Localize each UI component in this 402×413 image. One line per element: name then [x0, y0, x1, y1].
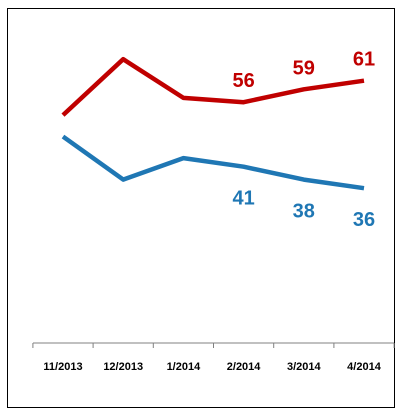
data-label: 59: [293, 57, 315, 79]
data-label: 38: [293, 201, 315, 223]
x-tick-label: 4/2014: [347, 361, 382, 373]
series-line-2: [61, 134, 365, 191]
x-tick-label: 1/2014: [167, 361, 202, 373]
series-line-1: [61, 56, 365, 117]
x-tick-label: 12/2013: [103, 361, 143, 373]
data-label: 41: [232, 188, 254, 210]
data-label: 36: [353, 209, 375, 231]
data-label: 61: [353, 49, 375, 71]
chart-frame: [7, 8, 395, 408]
data-label: 56: [232, 70, 254, 92]
x-tick-label: 2/2014: [227, 361, 262, 373]
x-tick-label: 11/2013: [43, 361, 82, 373]
x-tick-label: 3/2014: [287, 361, 322, 373]
